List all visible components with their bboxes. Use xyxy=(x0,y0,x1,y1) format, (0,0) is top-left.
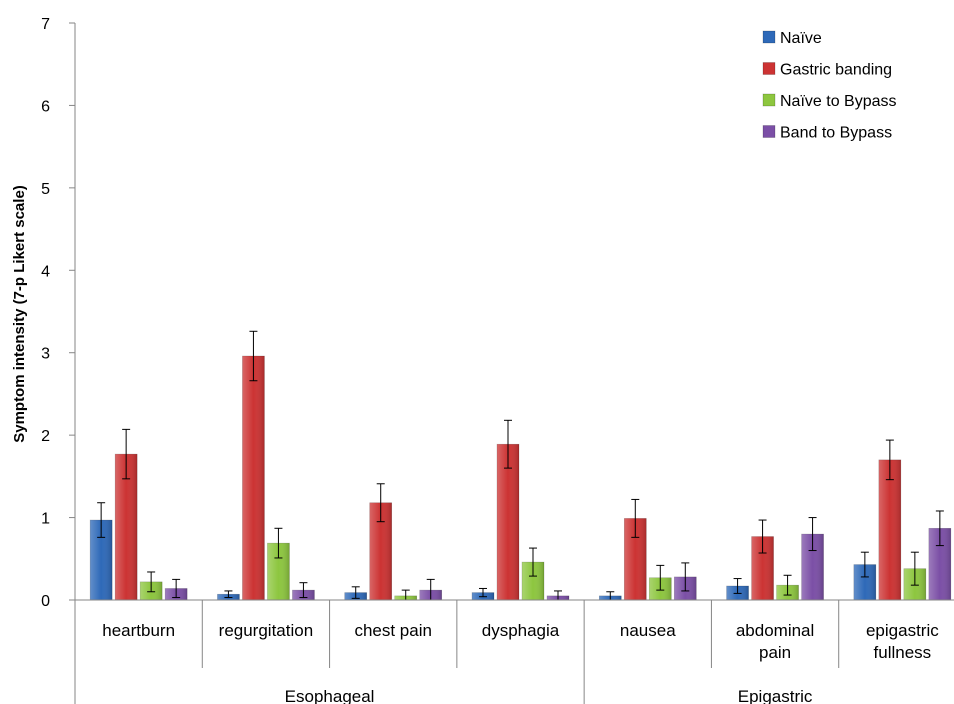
legend-label: Naïve xyxy=(780,30,822,47)
y-tick-label: 4 xyxy=(41,263,50,280)
bar-shading xyxy=(878,459,901,600)
bar-shading xyxy=(801,534,824,600)
y-tick-label: 2 xyxy=(41,428,50,445)
legend-label: Band to Bypass xyxy=(780,125,892,142)
bar-shading xyxy=(242,356,265,600)
bar-shading xyxy=(90,520,113,600)
y-tick-label: 6 xyxy=(41,98,50,115)
bar-shading xyxy=(115,454,138,600)
category-label: regurgitation xyxy=(219,621,314,640)
category-label: heartburn xyxy=(102,621,175,640)
category-label: nausea xyxy=(620,621,676,640)
bar-shading xyxy=(751,536,774,600)
bar-shading xyxy=(928,528,951,600)
category-label: pain xyxy=(759,643,791,662)
y-tick-label: 3 xyxy=(41,346,50,363)
group-label: Epigastric xyxy=(738,687,813,704)
category-label: epigastric xyxy=(866,621,939,640)
bar-shading xyxy=(624,518,647,600)
legend: Naïve Gastric banding Naïve to Bypass Band … xyxy=(762,30,897,142)
legend-swatch xyxy=(762,93,776,107)
y-tick-label: 7 xyxy=(41,16,50,33)
y-axis: 0 1 2 3 4 5 6 7 xyxy=(41,16,76,704)
group-label: Esophageal xyxy=(285,687,375,704)
category-label: abdominal xyxy=(736,621,814,640)
legend-label: Gastric banding xyxy=(780,62,892,79)
bar-shading xyxy=(522,562,544,600)
legend-swatch xyxy=(762,125,776,138)
y-axis-label: Symptom intensity (7-p Likert scale) xyxy=(11,185,28,443)
category-label: fullness xyxy=(874,643,932,662)
error-bars xyxy=(97,330,944,601)
x-axis: heartburn regurgitation chest pain dysphagi… xyxy=(74,599,954,704)
bar-shading xyxy=(369,502,392,600)
y-tick-label: 1 xyxy=(41,511,50,528)
bar-shading xyxy=(497,444,519,600)
category-label: chest pain xyxy=(354,621,432,640)
legend-swatch xyxy=(762,30,776,44)
legend-label: Naïve to Bypass xyxy=(780,93,897,110)
category-label: dysphagia xyxy=(482,621,560,640)
bar-shading xyxy=(853,564,876,600)
y-tick-label: 5 xyxy=(41,181,50,198)
y-tick-label: 0 xyxy=(41,593,50,610)
legend-swatch xyxy=(762,62,776,75)
bar-shading xyxy=(267,543,290,600)
bars xyxy=(89,355,952,601)
